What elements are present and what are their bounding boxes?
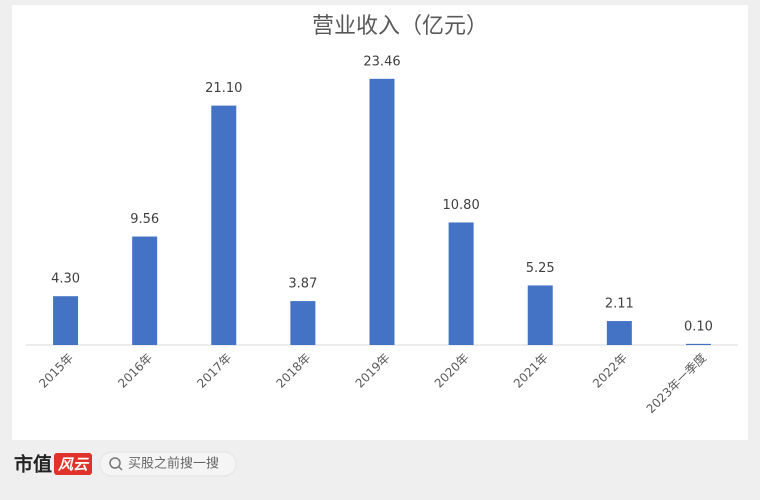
footer-brand: 市值 xyxy=(14,453,52,476)
bar xyxy=(685,343,711,345)
chart-title: 营业收入（亿元） xyxy=(312,14,488,39)
bar xyxy=(448,222,474,345)
value-label: 3.87 xyxy=(288,277,317,292)
bar xyxy=(132,236,158,345)
search-placeholder: 买股之前搜一搜 xyxy=(128,456,219,472)
search-icon-handle xyxy=(118,466,123,471)
bar xyxy=(369,78,395,346)
search-icon xyxy=(109,457,121,469)
footer-logo-box xyxy=(54,453,92,475)
bar xyxy=(53,296,79,345)
bar xyxy=(527,285,553,345)
value-label: 0.10 xyxy=(684,319,713,334)
search-box[interactable] xyxy=(99,451,237,477)
value-label: 10.80 xyxy=(443,198,480,213)
value-label: 5.25 xyxy=(526,261,555,276)
bar xyxy=(211,105,237,345)
value-label: 23.46 xyxy=(363,54,400,69)
value-label: 2.11 xyxy=(605,297,634,312)
value-label: 4.30 xyxy=(51,272,80,287)
bar xyxy=(606,321,632,345)
value-label: 21.10 xyxy=(205,81,242,96)
footer-logo: 风云 xyxy=(57,456,90,474)
bar xyxy=(290,301,316,345)
value-label: 9.56 xyxy=(130,212,159,227)
